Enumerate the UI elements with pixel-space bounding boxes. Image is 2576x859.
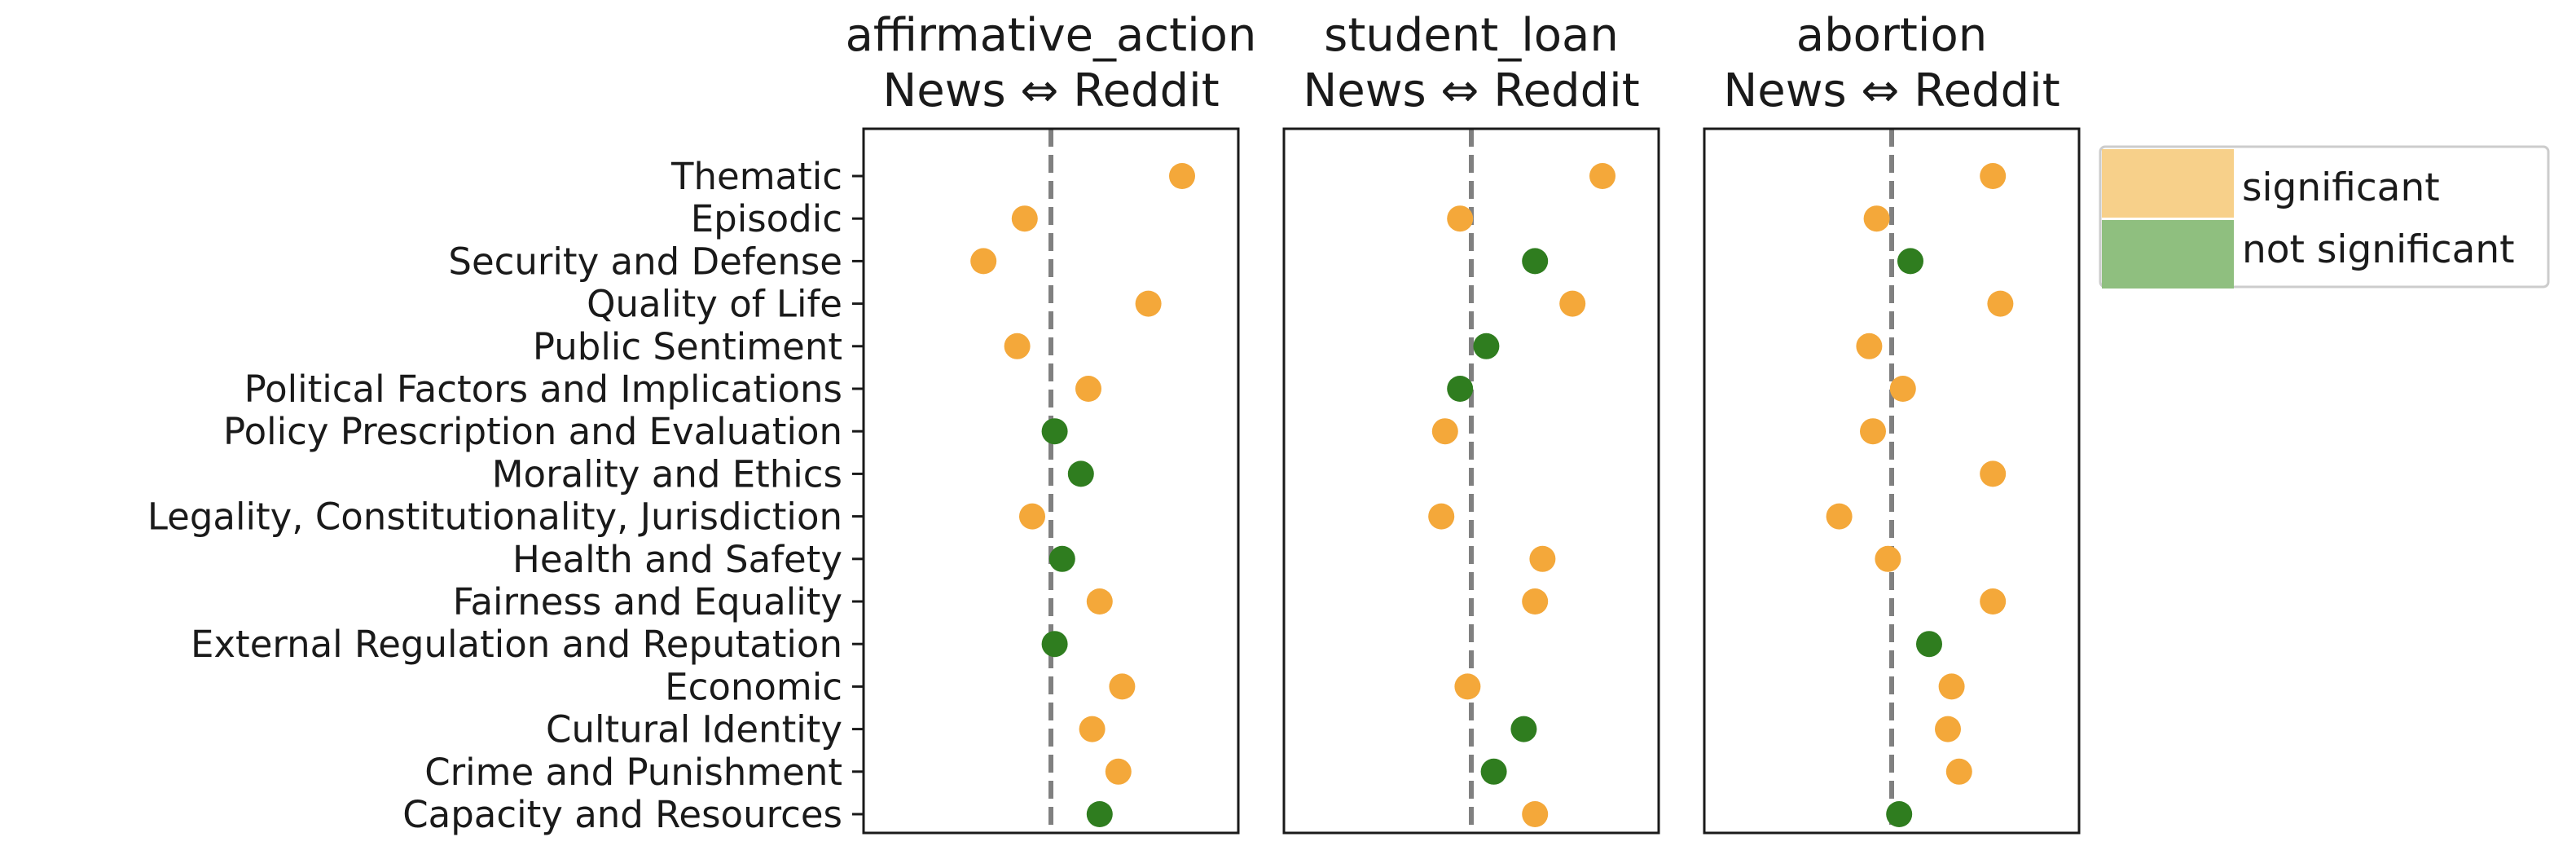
data-point — [1473, 333, 1500, 359]
data-point — [1980, 588, 2007, 615]
data-point — [1938, 673, 1965, 700]
data-point — [1856, 333, 1883, 359]
data-point — [1048, 545, 1075, 572]
data-point — [1169, 163, 1195, 189]
data-point — [1079, 716, 1106, 742]
data-point — [1860, 418, 1886, 445]
chart-title: abortion — [1796, 9, 1987, 62]
y-tick-label: Cultural Identity — [546, 708, 842, 751]
data-point — [1916, 631, 1942, 658]
plot-frame — [862, 127, 1240, 835]
legend-significant-label: significant — [2242, 165, 2440, 210]
y-tick-label: Public Sentiment — [533, 325, 842, 368]
chart-title: affirmative_action — [846, 9, 1257, 62]
data-point — [1109, 673, 1136, 700]
data-point — [1980, 163, 2007, 189]
chart-subtitle: News ⇔ Reddit — [1303, 64, 1639, 117]
chart-subtitle: News ⇔ Reddit — [882, 64, 1219, 117]
data-point — [1086, 588, 1113, 615]
data-point — [1522, 588, 1549, 615]
chart-title: student_loan — [1324, 9, 1619, 62]
chart-subtitle: News ⇔ Reddit — [1723, 64, 2059, 117]
data-point — [1105, 758, 1132, 785]
data-point — [1980, 460, 2007, 487]
data-point — [1075, 376, 1101, 402]
data-point — [1004, 333, 1031, 359]
y-tick-label: Security and Defense — [448, 240, 842, 283]
data-point — [1041, 631, 1068, 658]
data-point — [1987, 290, 2014, 317]
data-point — [1454, 673, 1481, 700]
data-point — [1559, 290, 1586, 317]
data-point — [1889, 376, 1916, 402]
data-point — [970, 248, 997, 275]
y-tick-label: Capacity and Resources — [402, 793, 842, 836]
y-tick-label: Health and Safety — [512, 538, 842, 581]
y-tick-label: Policy Prescription and Evaluation — [223, 410, 842, 453]
data-point — [1480, 758, 1507, 785]
data-point — [1886, 801, 1913, 827]
y-tick-label: Legality, Constitutionality, Jurisdictio… — [147, 496, 842, 539]
data-point — [1447, 376, 1474, 402]
data-point — [1589, 163, 1615, 189]
y-tick-label: Fairness and Equality — [453, 580, 842, 623]
data-point — [1875, 545, 1901, 572]
y-tick-label: Economic — [665, 665, 842, 708]
data-point — [1135, 290, 1162, 317]
data-point — [1086, 801, 1113, 827]
data-point — [1826, 503, 1853, 530]
data-point — [1897, 248, 1923, 275]
data-point — [1447, 205, 1474, 232]
plot-frame — [1282, 127, 1660, 835]
legend: significant not significant — [2099, 145, 2550, 289]
data-point — [1019, 503, 1045, 530]
data-point — [1945, 758, 1972, 785]
legend-not-significant-label: not significant — [2242, 227, 2515, 272]
y-tick-label: Crime and Punishment — [424, 751, 842, 794]
y-tick-label: Morality and Ethics — [492, 452, 842, 496]
data-point — [1067, 460, 1094, 487]
data-point — [1431, 418, 1458, 445]
data-point — [1522, 801, 1549, 827]
data-point — [1863, 205, 1890, 232]
data-point — [1428, 503, 1455, 530]
data-point — [1935, 716, 1961, 742]
y-tick-label: Thematic — [670, 155, 842, 198]
y-tick-label: Political Factors and Implications — [244, 368, 842, 411]
legend-significant-swatch — [2102, 149, 2234, 218]
y-tick-label: External Regulation and Reputation — [191, 623, 842, 666]
data-point — [1510, 716, 1537, 742]
data-point — [1529, 545, 1556, 572]
y-tick-label: Quality of Life — [587, 283, 842, 326]
data-point — [1041, 418, 1068, 445]
y-tick-label: Episodic — [691, 197, 842, 240]
data-point — [1011, 205, 1038, 232]
data-point — [1522, 248, 1549, 275]
legend-not-significant-swatch — [2102, 220, 2234, 289]
plot-frame — [1703, 127, 2081, 835]
